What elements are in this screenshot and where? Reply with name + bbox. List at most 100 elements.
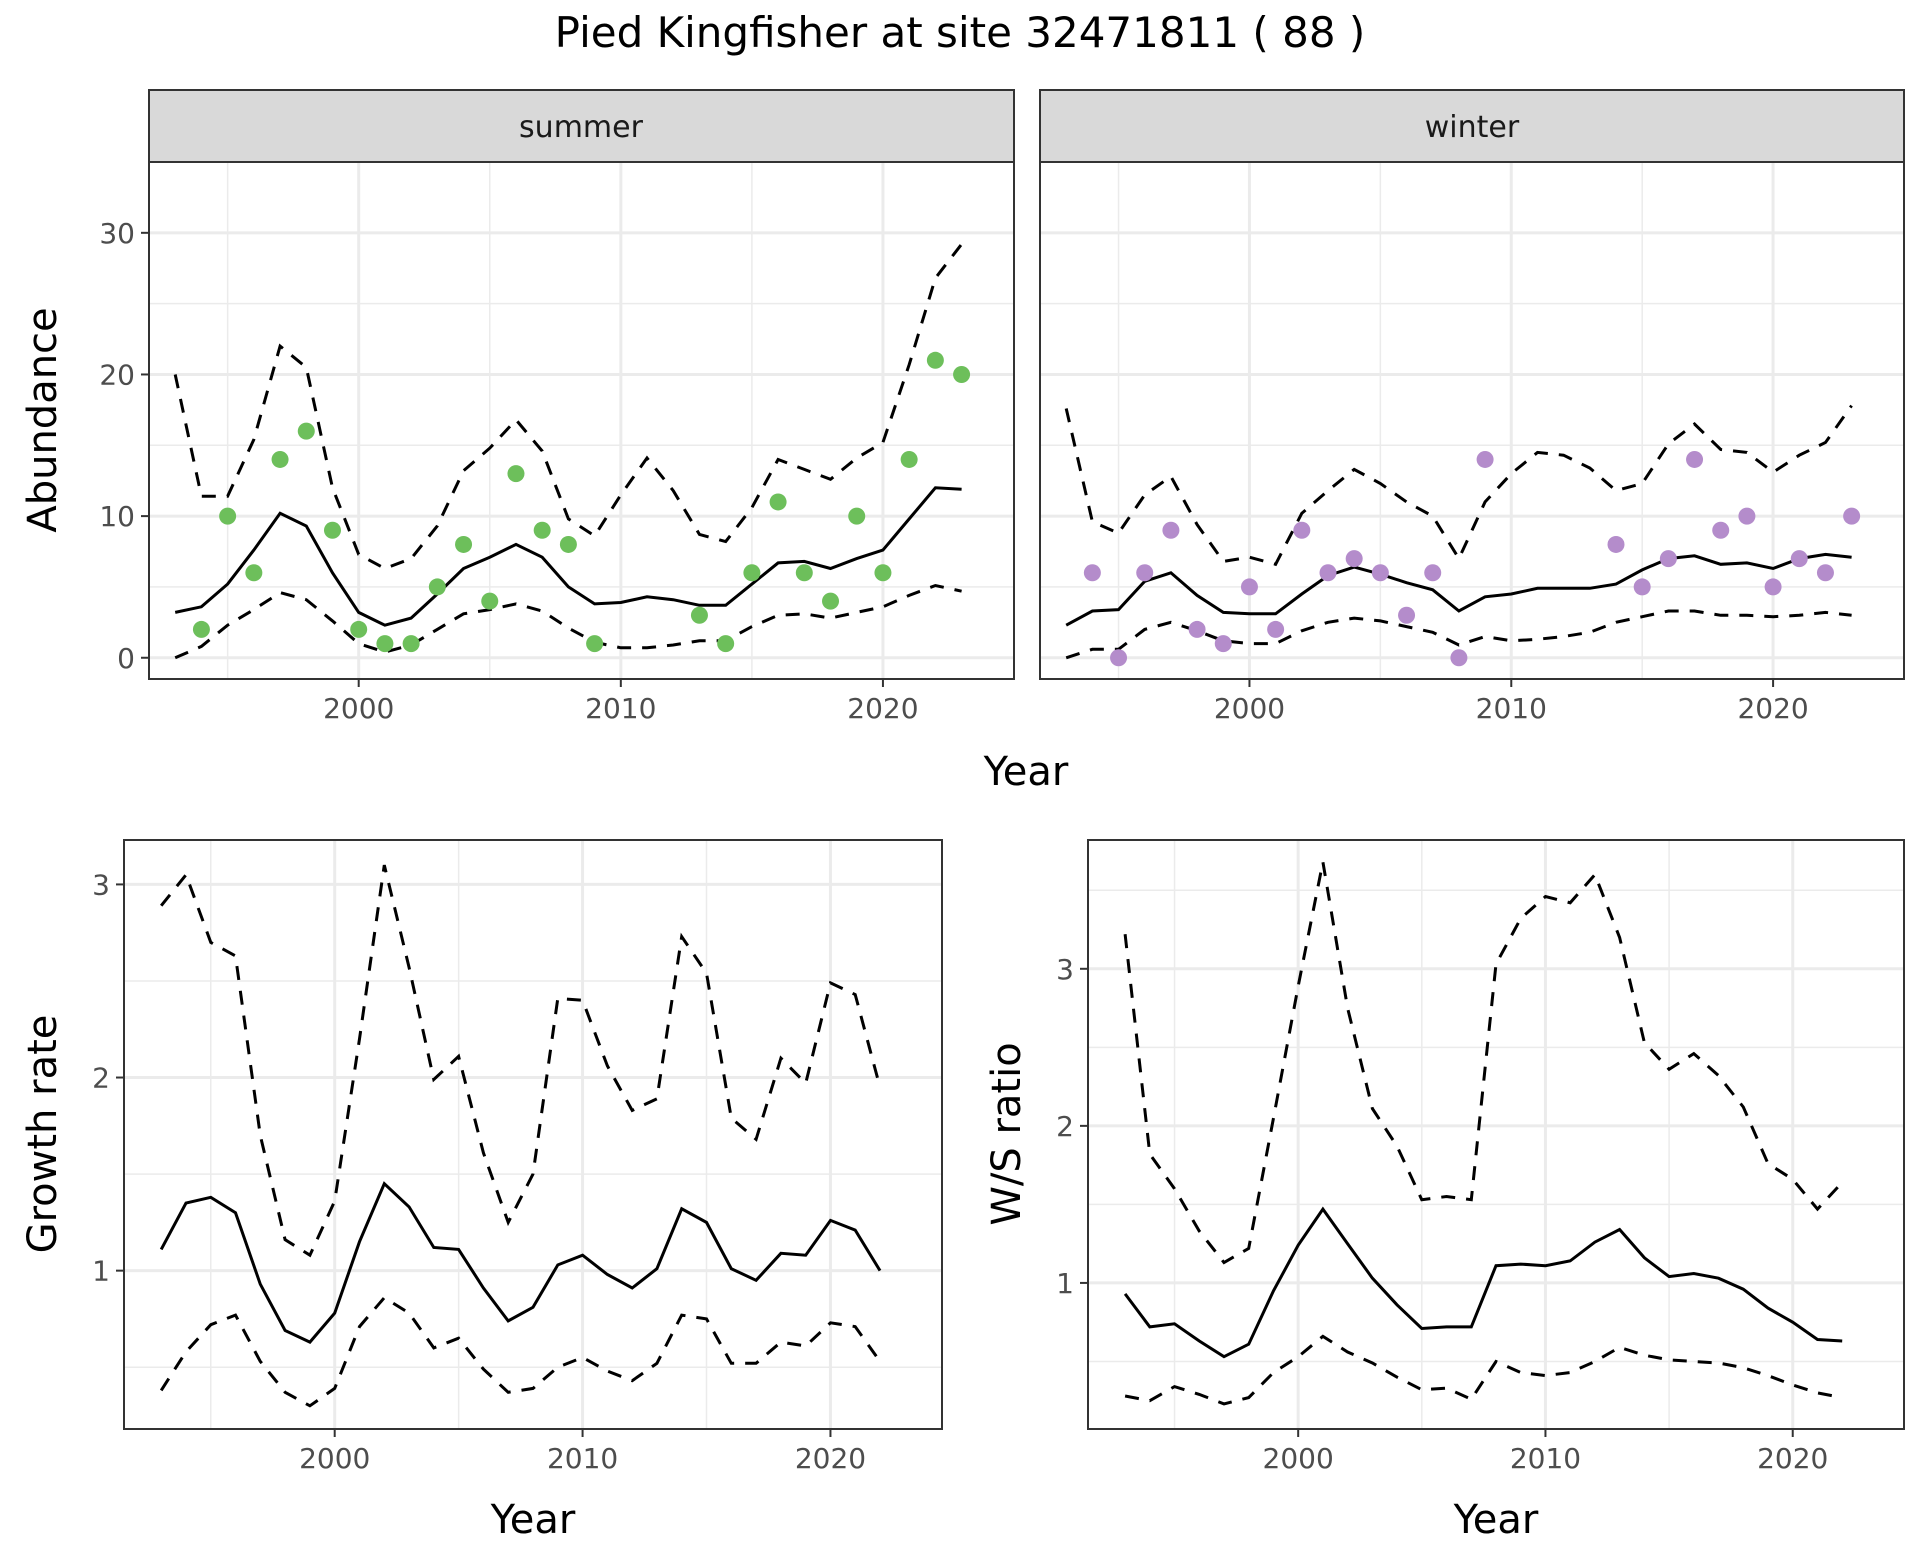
x-tick-label: 2010 xyxy=(547,1442,618,1475)
y-tick-label: 3 xyxy=(1056,953,1074,986)
summer-observed-point xyxy=(559,535,577,553)
ratio-lower-line xyxy=(1124,1334,1843,1406)
ws-ratio-panel: 1 2 3 2000 2010 2020 W/S ratio Year xyxy=(984,839,1905,1543)
winter-observed-point xyxy=(1633,578,1651,596)
growth-x-axis-title: Year xyxy=(490,1497,576,1543)
winter-observed-point xyxy=(1424,564,1442,582)
summer-observed-point xyxy=(507,465,525,483)
winter-observed-point xyxy=(1345,550,1363,568)
summer-fit-line xyxy=(174,486,962,627)
winter-observed-point xyxy=(1293,521,1311,539)
winter-upper-line xyxy=(1064,404,1853,567)
winter-grid xyxy=(1040,162,1904,679)
winter-fit-line xyxy=(1065,552,1852,627)
x-tick-label: 2000 xyxy=(1263,1442,1334,1475)
summer-observed-point xyxy=(245,564,263,582)
y-tick-label: 1 xyxy=(1056,1267,1074,1300)
winter-points xyxy=(1083,450,1861,667)
winter-observed-point xyxy=(1240,578,1258,596)
x-tick-label: 2010 xyxy=(1476,692,1547,725)
x-tick-label: 2020 xyxy=(795,1442,866,1475)
summer-observed-point xyxy=(874,564,892,582)
winter-observed-point xyxy=(1136,564,1154,582)
growth-panel-border xyxy=(123,839,943,1430)
summer-strip xyxy=(148,89,1015,163)
summer-observed-point xyxy=(717,635,735,653)
ratio-grid xyxy=(1088,840,1904,1429)
x-tick-label: 2000 xyxy=(299,1442,370,1475)
summer-points xyxy=(192,351,971,653)
winter-observed-point xyxy=(1790,550,1808,568)
abundance-axis-title: Abundance xyxy=(20,307,66,532)
winter-observed-point xyxy=(1083,564,1101,582)
summer-observed-point xyxy=(455,535,473,553)
summer-y-axis: 0 10 20 30 xyxy=(99,217,149,675)
summer-observed-point xyxy=(769,493,787,511)
summer-lower-line xyxy=(174,583,962,660)
summer-observed-point xyxy=(350,620,368,638)
summer-observed-point xyxy=(848,507,866,525)
growth-fit-line xyxy=(159,1181,882,1344)
summer-panel: summer 0 10 20 30 2000 2010 2020 Abundance xyxy=(20,89,1015,725)
winter-observed-point xyxy=(1764,578,1782,596)
summer-observed-point xyxy=(192,620,210,638)
y-tick-label: 0 xyxy=(117,642,135,675)
winter-panel: winter 2000 2010 2020 xyxy=(1039,89,1905,725)
summer-observed-point xyxy=(297,422,315,440)
y-tick-label: 1 xyxy=(92,1255,110,1288)
winter-panel-border xyxy=(1039,161,1905,680)
summer-observed-point xyxy=(376,635,394,653)
summer-observed-point xyxy=(271,450,289,468)
winter-lower-line xyxy=(1065,609,1852,660)
ws-ratio-axis-title: W/S ratio xyxy=(984,1042,1030,1225)
summer-x-axis: 2000 2010 2020 xyxy=(323,679,919,725)
x-tick-label: 2010 xyxy=(1510,1442,1581,1475)
winter-observed-point xyxy=(1843,507,1861,525)
winter-observed-point xyxy=(1371,564,1389,582)
winter-observed-point xyxy=(1476,450,1494,468)
summer-panel-border xyxy=(148,161,1015,680)
winter-observed-point xyxy=(1450,649,1468,667)
summer-observed-point xyxy=(586,635,604,653)
y-tick-label: 3 xyxy=(92,868,110,901)
summer-observed-point xyxy=(926,351,944,369)
winter-observed-point xyxy=(1267,620,1285,638)
winter-observed-point xyxy=(1398,606,1416,624)
winter-observed-point xyxy=(1659,550,1677,568)
summer-observed-point xyxy=(900,450,918,468)
growth-upper-line xyxy=(160,864,882,1258)
winter-observed-point xyxy=(1110,649,1128,667)
summer-series xyxy=(173,243,963,660)
growth-series xyxy=(159,864,882,1408)
y-tick-label: 2 xyxy=(1056,1110,1074,1143)
growth-grid xyxy=(124,840,942,1429)
summer-observed-point xyxy=(822,592,840,610)
summer-observed-point xyxy=(428,578,446,596)
ratio-panel-border xyxy=(1087,839,1905,1430)
y-tick-label: 30 xyxy=(99,217,135,250)
growth-x-axis: 2000 2010 2020 xyxy=(299,1429,866,1475)
summer-observed-point xyxy=(533,521,551,539)
ratio-x-axis-title: Year xyxy=(1453,1497,1539,1543)
summer-observed-point xyxy=(323,521,341,539)
winter-observed-point xyxy=(1738,507,1756,525)
winter-strip-label: winter xyxy=(1425,110,1520,145)
winter-observed-point xyxy=(1214,635,1232,653)
summer-observed-point xyxy=(795,564,813,582)
summer-observed-point xyxy=(690,606,708,624)
winter-observed-point xyxy=(1816,564,1834,582)
x-tick-label: 2020 xyxy=(1737,692,1808,725)
winter-observed-point xyxy=(1686,450,1704,468)
top-x-axis-title: Year xyxy=(983,749,1069,795)
summer-strip-label: summer xyxy=(519,110,644,145)
summer-observed-point xyxy=(219,507,237,525)
x-tick-label: 2020 xyxy=(847,692,918,725)
growth-rate-panel: 1 2 3 2000 2010 2020 Growth rate Year xyxy=(20,839,943,1543)
winter-observed-point xyxy=(1188,620,1206,638)
x-tick-label: 2000 xyxy=(323,692,394,725)
y-tick-label: 10 xyxy=(99,500,135,533)
ratio-fit-line xyxy=(1123,1206,1843,1359)
figure-title: Pied Kingfisher at site 32471811 ( 88 ) xyxy=(555,8,1366,57)
winter-observed-point xyxy=(1712,521,1730,539)
